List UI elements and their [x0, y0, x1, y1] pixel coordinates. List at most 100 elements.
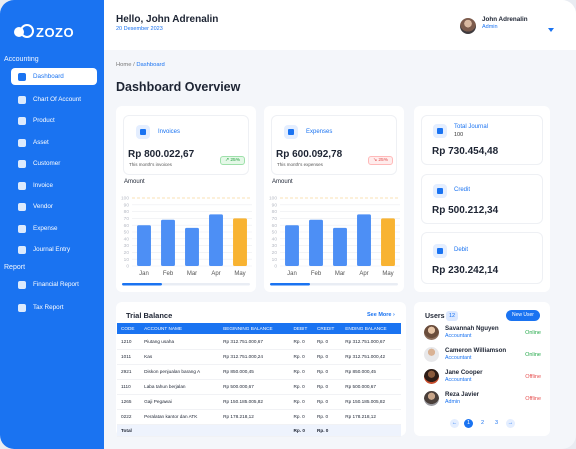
- new-user-button[interactable]: New User: [506, 310, 540, 321]
- bar-apr[interactable]: [209, 214, 223, 266]
- table-cell: Gaji Pegawai: [140, 394, 220, 410]
- sidebar-item-label: Dashboard: [33, 73, 64, 80]
- bar-feb[interactable]: [161, 219, 175, 266]
- prev-page-icon[interactable]: ←: [450, 419, 459, 428]
- table-cell: Rp. 0: [312, 349, 342, 365]
- sidebar-item-product[interactable]: Product: [11, 112, 97, 129]
- expenses-note: This month's expenses: [277, 162, 323, 167]
- user-role: Admin: [482, 24, 498, 30]
- bar-mar[interactable]: [333, 227, 347, 266]
- invoices-card[interactable]: Invoices Rp 800.022,67 This month's invo…: [123, 115, 249, 175]
- debit-amount: Rp 230.242,14: [432, 265, 499, 276]
- sidebar-item-dashboard[interactable]: Dashboard: [11, 68, 97, 85]
- next-page-icon[interactable]: →: [506, 419, 515, 428]
- sidebar-item-label: Tax Report: [33, 304, 64, 311]
- see-more-link[interactable]: See More ›: [367, 312, 395, 318]
- trend-up-badge: ↗ 25%: [220, 156, 245, 165]
- breadcrumb-current: Dashboard: [136, 62, 165, 68]
- sidebar-item-expense[interactable]: Expense: [11, 220, 97, 237]
- dashboard-icon: [18, 72, 26, 81]
- table-row[interactable]: 1265 Gaji Pegawai Rp 150.185.005,82 Rp. 0 Rp…: [117, 394, 401, 410]
- table-cell: Rp 150.185.005,82: [219, 394, 290, 410]
- user-row[interactable]: Savannah Nguyen Accountant Online: [424, 323, 544, 343]
- table-row[interactable]: 1110 Laba tahun berjalan Rp 500.000,67 Rp. …: [117, 379, 401, 395]
- table-cell: [219, 424, 290, 437]
- expense-icon: [18, 224, 26, 233]
- bar-mar[interactable]: [185, 227, 199, 266]
- bar-may[interactable]: [233, 218, 247, 266]
- chevron-down-icon[interactable]: [548, 28, 554, 32]
- y-tick-label: 50: [124, 230, 130, 236]
- sidebar-item-financial-report[interactable]: Financial Report: [11, 276, 97, 293]
- table-cell: Rp 150.185.005,82: [341, 394, 401, 410]
- table-cell: 1210: [117, 334, 141, 350]
- bar-apr[interactable]: [357, 214, 371, 266]
- x-tick-label: Feb: [311, 271, 322, 277]
- sidebar-item-chart-of-account[interactable]: Chart Of Account: [11, 91, 97, 108]
- trial-balance-title: Trial Balance: [126, 311, 173, 320]
- expenses-card[interactable]: Expenses Rp 600.092,78 This month's expe…: [271, 115, 397, 175]
- y-tick-label: 10: [272, 257, 278, 263]
- credit-card[interactable]: Credit Rp 500.212,34: [421, 174, 543, 224]
- breadcrumb-home[interactable]: Home: [116, 62, 132, 68]
- card-title: Credit: [454, 187, 471, 193]
- scroll-thumb[interactable]: [122, 283, 162, 286]
- sidebar-item-asset[interactable]: Asset: [11, 134, 97, 151]
- sidebar-item-journal-entry[interactable]: Journal Entry: [11, 241, 97, 258]
- sidebar-item-invoice[interactable]: Invoice: [11, 177, 97, 194]
- user-row[interactable]: Reza Javier Admin Offline: [424, 389, 544, 409]
- user-row[interactable]: Cameron Williamson Accountant Online: [424, 345, 544, 365]
- user-list-role: Accountant: [445, 333, 472, 339]
- user-row[interactable]: Jane Cooper Accountant Offline: [424, 367, 544, 387]
- avatar[interactable]: [460, 18, 476, 34]
- x-tick-label: May: [234, 271, 245, 277]
- chart-icon: [18, 95, 26, 104]
- user-list-role: Accountant: [445, 377, 472, 383]
- bar-jan[interactable]: [137, 225, 151, 266]
- x-tick-label: Apr: [211, 271, 220, 277]
- journal-card[interactable]: Total Journal 100 Rp 730.454,48: [421, 115, 543, 165]
- sidebar-item-tax-report[interactable]: Tax Report: [11, 299, 97, 316]
- debit-card[interactable]: Debit Rp 230.242,14: [421, 232, 543, 284]
- table-cell: Rp. 0: [289, 394, 313, 410]
- scroll-thumb[interactable]: [270, 283, 310, 286]
- brand-logo[interactable]: ZOZO: [14, 24, 74, 40]
- table-row[interactable]: 0222 Peralatan kantor dan ATK Rp 178.218,1…: [117, 409, 401, 425]
- table-cell: Rp 312.751.000,67: [341, 334, 401, 350]
- table-cell: Rp. 0: [312, 334, 342, 350]
- x-tick-label: Jan: [139, 271, 149, 277]
- invoices-panel: Invoices Rp 800.022,67 This month's invo…: [116, 106, 256, 292]
- breadcrumb: Home / Dashboard: [116, 62, 165, 68]
- column-header: BEGINNING BALANCE: [219, 323, 290, 334]
- table-cell: Rp. 0: [312, 424, 342, 437]
- sidebar-item-customer[interactable]: Customer: [11, 155, 97, 172]
- y-tick-label: 20: [272, 250, 278, 256]
- table-cell: Rp. 0: [312, 364, 342, 380]
- invoice-icon: [136, 125, 150, 139]
- y-tick-label: 60: [124, 223, 130, 229]
- y-tick-label: 10: [124, 257, 130, 263]
- sidebar-item-vendor[interactable]: Vendor: [11, 198, 97, 215]
- y-tick-label: 20: [124, 250, 130, 256]
- table-cell: 1110: [117, 379, 141, 395]
- card-title: Total Journal: [454, 124, 489, 130]
- bar-may[interactable]: [381, 218, 395, 266]
- page-3[interactable]: 3: [494, 420, 499, 426]
- page-1[interactable]: 1: [464, 419, 473, 428]
- y-tick-label: 60: [272, 223, 278, 229]
- expenses-panel: Expenses Rp 600.092,78 This month's expe…: [264, 106, 404, 292]
- users-count-badge: 12: [446, 311, 459, 321]
- table-cell: Laba tahun berjalan: [140, 379, 220, 395]
- user-list-name: Cameron Williamson: [445, 347, 507, 354]
- sidebar-item-label: Financial Report: [33, 281, 79, 288]
- bar-feb[interactable]: [309, 219, 323, 266]
- page-2[interactable]: 2: [480, 420, 485, 426]
- table-row[interactable]: 1011 Kas Rp 312.751.000,24 Rp. 0 Rp. 0 Rp 312…: [117, 349, 401, 365]
- sidebar: ZOZO Accounting Report Dashboard Chart O…: [0, 0, 104, 449]
- table-row[interactable]: 2921 Diskon penjualan barang A Rp 850.000,…: [117, 364, 401, 380]
- bar-jan[interactable]: [285, 225, 299, 266]
- user-name: John Adrenalin: [482, 16, 528, 23]
- y-tick-label: 90: [124, 202, 130, 208]
